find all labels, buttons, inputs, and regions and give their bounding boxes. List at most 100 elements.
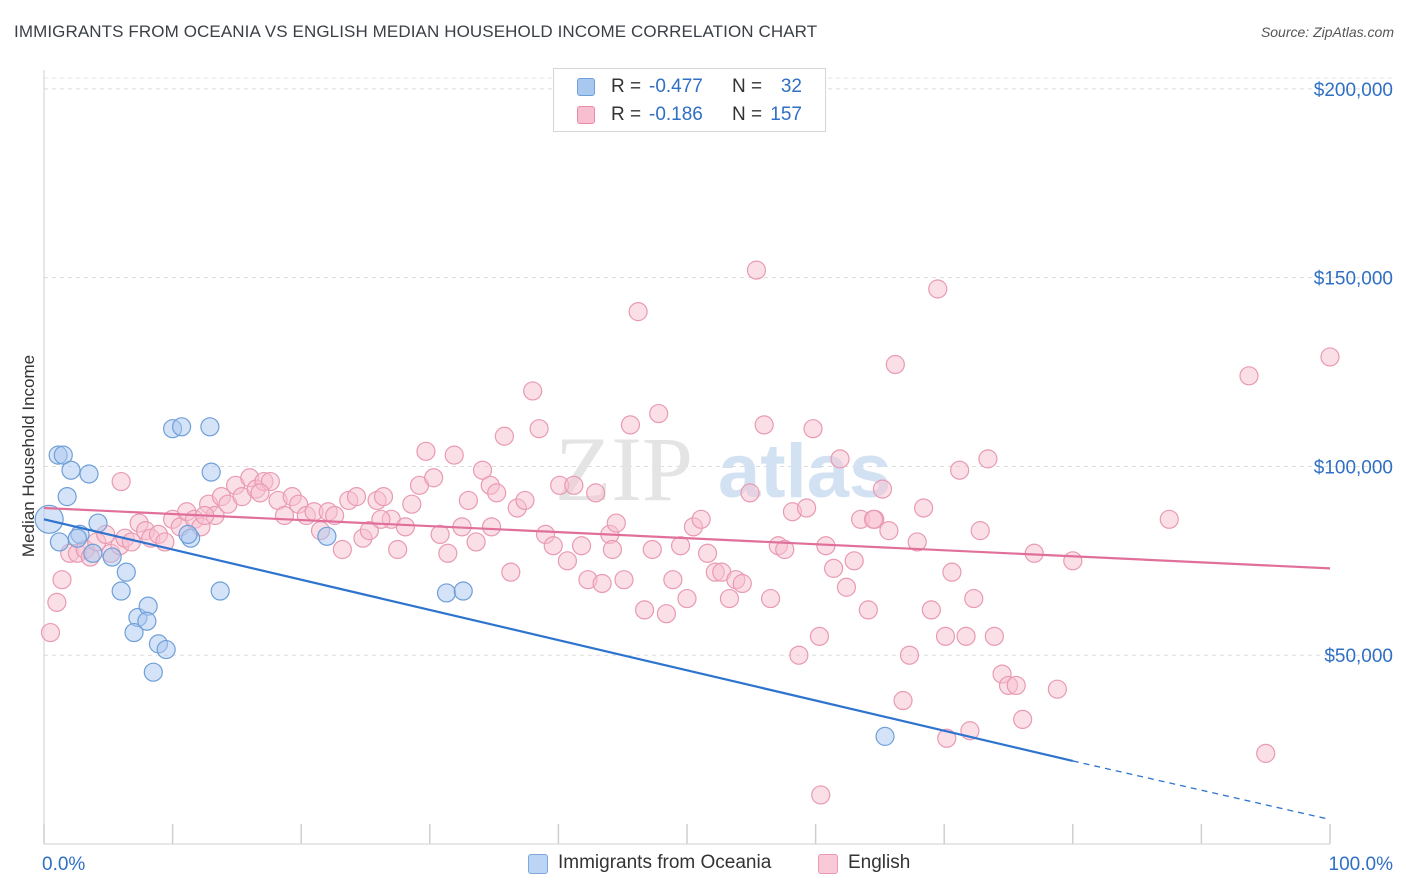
data-point xyxy=(346,487,367,507)
y-tick-label: $150,000 xyxy=(1314,269,1393,290)
data-point xyxy=(40,622,61,643)
legend-label-oceania: Immigrants from Oceania xyxy=(558,852,772,873)
data-point xyxy=(34,504,64,534)
trend-line-extension xyxy=(1072,760,1331,821)
data-point xyxy=(984,626,1004,646)
data-point xyxy=(515,490,535,511)
stats-row-english: R = -0.186 N = 157 xyxy=(554,101,825,127)
data-point xyxy=(836,577,857,597)
data-point xyxy=(670,536,691,556)
data-point xyxy=(178,524,198,545)
oceania-points xyxy=(34,417,895,746)
data-point xyxy=(760,588,781,609)
data-point xyxy=(111,471,131,492)
data-point xyxy=(872,479,893,499)
data-point xyxy=(964,588,984,609)
data-point xyxy=(1239,366,1259,386)
data-point xyxy=(677,588,697,609)
x-tick-labels: 0.0% 100.0% xyxy=(42,854,1393,875)
trend-line xyxy=(43,518,1074,763)
legend-label-english: English xyxy=(848,852,911,873)
data-point xyxy=(438,543,458,563)
data-point xyxy=(466,532,486,552)
data-point xyxy=(49,532,70,552)
data-point xyxy=(914,498,934,518)
data-point xyxy=(201,462,221,482)
data-point xyxy=(210,581,230,601)
oceania-legend-swatch xyxy=(528,854,548,874)
data-point xyxy=(481,517,502,537)
data-point xyxy=(899,645,920,665)
data-point xyxy=(124,622,144,643)
data-point xyxy=(907,532,927,552)
data-point xyxy=(557,551,578,571)
data-point xyxy=(789,645,809,665)
y-tick-label: $200,000 xyxy=(1314,80,1393,101)
data-point xyxy=(1256,743,1276,763)
data-point xyxy=(809,626,830,646)
data-point xyxy=(950,460,970,480)
data-point xyxy=(472,460,493,480)
trend-line xyxy=(43,506,1331,570)
data-point xyxy=(863,509,884,529)
data-point xyxy=(830,449,850,469)
data-point xyxy=(921,600,941,620)
data-point xyxy=(628,302,648,322)
data-point xyxy=(1013,709,1033,730)
data-point xyxy=(796,498,817,518)
data-point xyxy=(430,524,450,545)
data-point xyxy=(47,592,67,612)
n-label: N = xyxy=(732,104,763,125)
data-point xyxy=(740,483,760,503)
data-point xyxy=(928,279,948,299)
data-point xyxy=(691,509,711,529)
n-value: 157 xyxy=(770,104,802,125)
data-point xyxy=(634,600,655,620)
data-point xyxy=(697,543,718,563)
data-point xyxy=(1063,551,1083,571)
data-point xyxy=(373,487,394,507)
oceania-swatch xyxy=(577,78,595,96)
data-point xyxy=(875,726,895,746)
data-point xyxy=(111,581,131,601)
data-point xyxy=(388,539,408,560)
data-point xyxy=(458,490,478,511)
data-point xyxy=(614,570,634,590)
data-point xyxy=(102,547,122,567)
data-point xyxy=(732,573,752,594)
data-point xyxy=(416,441,436,461)
axes xyxy=(43,70,1331,845)
data-point xyxy=(775,539,795,560)
data-point xyxy=(523,381,543,401)
data-point xyxy=(156,639,176,660)
trend-lines xyxy=(43,506,1331,821)
series-legend: Immigrants from Oceania English xyxy=(0,851,1406,879)
y-tick-label: $50,000 xyxy=(1324,646,1393,667)
data-point xyxy=(746,260,767,280)
data-point xyxy=(885,354,905,375)
r-label: R = xyxy=(611,104,642,125)
data-point xyxy=(143,662,163,682)
data-point xyxy=(970,521,990,541)
data-point xyxy=(453,581,473,601)
data-point xyxy=(52,570,72,590)
data-point xyxy=(332,539,352,560)
x-tick-label-min: 0.0% xyxy=(42,854,85,875)
watermark: ZIP atlas xyxy=(555,418,891,520)
stats-legend: R = -0.477 N = 32 R = -0.186 N = 157 xyxy=(553,68,826,132)
data-point xyxy=(501,562,521,582)
data-point xyxy=(602,539,623,560)
data-point xyxy=(172,417,192,437)
stats-row-oceania: R = -0.477 N = 32 xyxy=(554,73,825,99)
data-point xyxy=(79,464,99,484)
data-point xyxy=(402,494,422,514)
y-tick-label: $100,000 xyxy=(1314,457,1393,478)
data-point xyxy=(879,521,899,541)
data-point xyxy=(395,517,415,537)
data-point xyxy=(200,417,220,437)
data-point xyxy=(606,513,626,533)
chart-title: IMMIGRANTS FROM OCEANIA VS ENGLISH MEDIA… xyxy=(14,22,818,41)
data-point xyxy=(893,690,913,711)
data-point xyxy=(564,475,584,495)
